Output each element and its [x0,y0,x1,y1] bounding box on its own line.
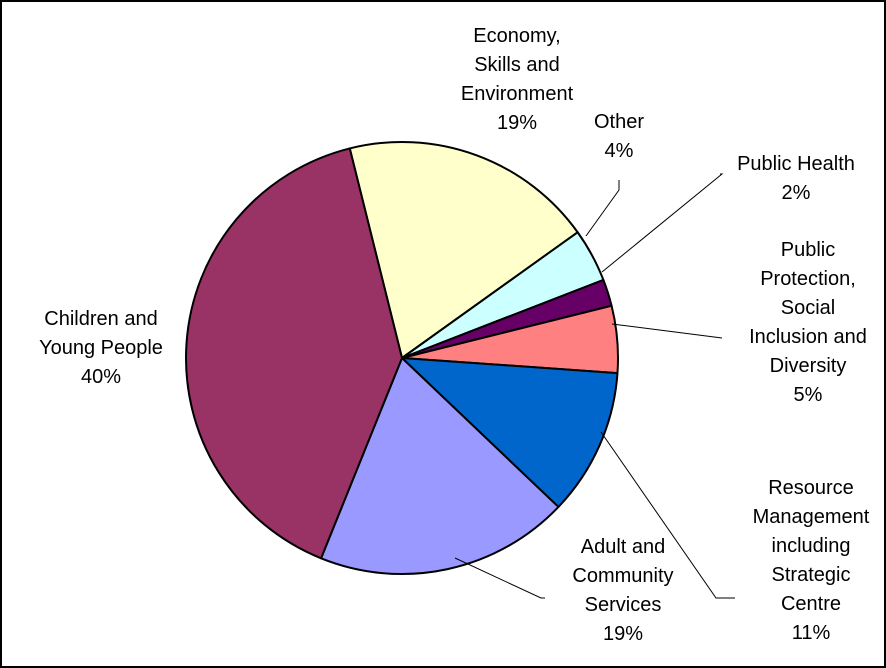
pie-slice-children-and-young-people [185,147,403,560]
slice-label-line: Protection, [760,268,856,290]
slice-label-line: including [772,535,851,557]
slice-percent-economy-skills-and-environment: 19% [497,112,537,134]
slice-label-line: Economy, [473,25,560,47]
slice-label-line: Children and [44,308,157,330]
leader-line-public-protection-social-inclusion-and-diversity [611,323,723,339]
slice-label-line: Adult and [581,536,666,558]
leader-lines [454,173,735,599]
slice-label-line: Management [753,506,870,528]
slice-label-line: Services [585,594,662,616]
slice-label-line: Public [781,239,835,261]
slice-label-line: Inclusion and [749,326,867,348]
slice-label-line: Resource [768,477,854,499]
leader-line-other [585,180,620,237]
slice-label-line: Strategic [772,564,851,586]
slice-label-children-and-young-people: Children and Young People 40% [39,308,163,388]
slice-percent-adult-and-community-services: 19% [603,623,643,645]
pie-slice-economy-skills-and-environment [348,141,579,359]
leader-line-resource-management-including-strategic-centre [600,431,735,599]
slice-label-adult-and-community-services: Adult and Community Services 19% [572,536,673,645]
slice-percent-resource-management-including-strategic-centre: 11% [792,622,831,644]
slice-label-line: Environment [461,83,574,105]
slice-labels: Economy, Skills and Environment 19% Other 4% P… [39,25,870,645]
slice-percent-children-and-young-people: 40% [81,366,121,388]
leader-line-public-health [601,173,724,273]
slice-label-resource-management-including-strategic-centre: Resource Management including Strategic Cent… [753,477,870,644]
slice-label-line: Social [781,297,835,319]
slice-label-line: Other [594,111,644,133]
pie-slices [185,141,619,575]
slice-percent-public-protection-social-inclusion-and-diversity: 5% [794,384,823,406]
pie-slice-resource-management-including-strategic-centre [401,357,619,508]
slice-label-line: Diversity [770,355,847,377]
leader-line-adult-and-community-services [454,557,545,599]
slice-percent-public-health: 2% [782,182,811,204]
slice-label-public-protection-social-inclusion-and-diversity: Public Protection, Social Inclusion and Dive… [749,239,867,406]
slice-percent-other: 4% [605,140,634,162]
slice-label-line: Skills and [474,54,560,76]
slice-label-line: Centre [781,593,841,615]
slice-label-line: Community [572,565,673,587]
slice-label-other: Other 4% [594,111,644,162]
slice-label-economy-skills-and-environment: Economy, Skills and Environment 19% [461,25,574,134]
slice-label-line: Young People [39,337,163,359]
slice-label-line: Public Health [737,153,855,175]
slice-label-public-health: Public Health 2% [737,153,855,204]
